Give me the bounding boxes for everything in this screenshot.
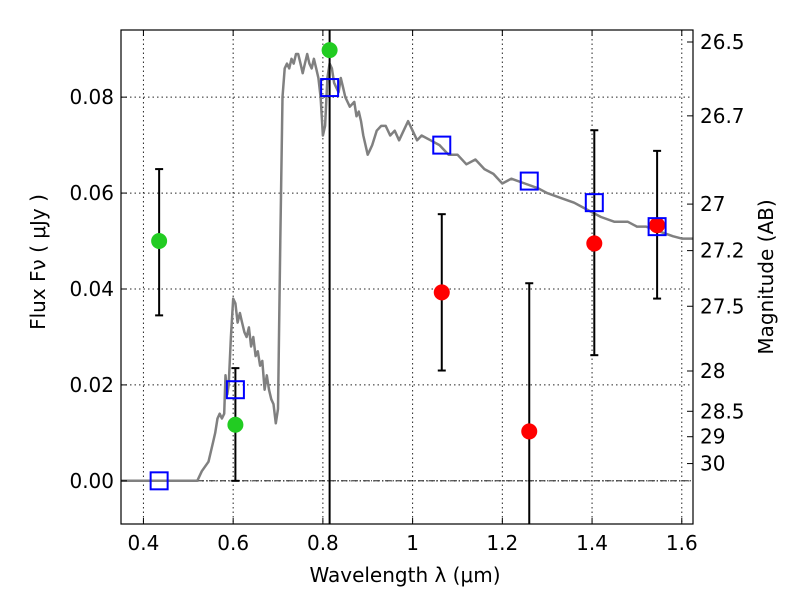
grid xyxy=(121,30,693,524)
y-tick-label: 0.08 xyxy=(69,85,114,109)
nondetection-point xyxy=(433,284,450,301)
detection-point xyxy=(321,42,338,59)
y2-tick-label: 28 xyxy=(700,359,725,383)
model-bandpass-square xyxy=(584,193,604,213)
y2-tick-label: 26.7 xyxy=(700,104,745,128)
model-bandpass-markers xyxy=(149,78,667,491)
y-tick-label: 0.02 xyxy=(69,373,114,397)
model-sed-curve-layer xyxy=(121,52,693,483)
nondetection-point xyxy=(521,423,538,440)
y2-tick-label: 29 xyxy=(700,425,725,449)
y2-tick-label: 27.5 xyxy=(700,294,745,318)
y-tick-label: 0.00 xyxy=(69,469,114,493)
detection-point xyxy=(227,416,244,433)
x-tick-label: 1.4 xyxy=(576,531,608,555)
model-bandpass-square xyxy=(320,78,340,98)
model-bandpass-square xyxy=(519,171,539,191)
plot-frame xyxy=(120,29,694,525)
model-sed-line xyxy=(121,52,693,483)
model-bandpass-square xyxy=(149,471,169,491)
x-tick-label: 1.6 xyxy=(666,531,698,555)
y2-tick-label: 27.2 xyxy=(700,239,745,263)
y2-tick-label: 28.5 xyxy=(700,399,745,423)
x-axis-ticks: 0.4 0.6 0.8 1 1.2 1.4 1.6 xyxy=(128,30,698,555)
y2-axis-ticks: 26.5 26.7 27 27.2 27.5 28 28.529 30 xyxy=(687,30,745,476)
y2-tick-label: 30 xyxy=(700,452,725,476)
y2-tick-label: 26.5 xyxy=(700,30,745,54)
y-tick-label: 0.06 xyxy=(69,181,114,205)
y2-axis-label: Magnitude (AB) xyxy=(754,199,778,354)
y-axis-label: Flux Fν ( μJy ) xyxy=(26,194,50,330)
x-tick-label: 0.8 xyxy=(307,531,339,555)
model-bandpass-square xyxy=(647,217,667,237)
nondetection-point xyxy=(586,235,603,252)
y-axis-ticks: 0.00 0.02 0.04 0.06 0.08 xyxy=(69,85,127,493)
error-bars xyxy=(155,30,662,524)
x-tick-label: 0.6 xyxy=(217,531,249,555)
y2-tick-label: 27 xyxy=(700,192,725,216)
model-bandpass-square xyxy=(225,380,245,400)
detection-point xyxy=(151,233,168,250)
x-tick-label: 0.4 xyxy=(128,531,160,555)
x-tick-label: 1.2 xyxy=(486,531,518,555)
x-axis-label: Wavelength λ (μm) xyxy=(309,563,500,587)
y-tick-label: 0.04 xyxy=(69,277,114,301)
x-tick-label: 1 xyxy=(406,531,419,555)
nondetection-point xyxy=(649,217,666,234)
model-bandpass-square xyxy=(432,135,452,155)
data-markers xyxy=(151,42,666,440)
